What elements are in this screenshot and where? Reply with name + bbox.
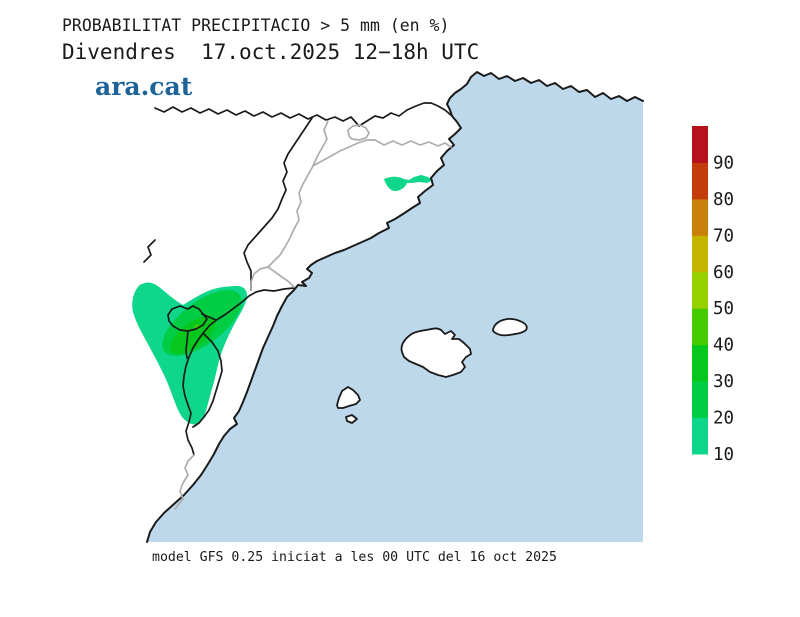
border-gray-north-catalonia — [312, 139, 452, 167]
island-ibiza — [336, 386, 361, 409]
page-subtitle: Divendres 17.oct.2025 12−18h UTC — [62, 40, 480, 64]
colorbar-tick-40: 40 — [713, 336, 734, 356]
colorbar-tick-10: 10 — [713, 445, 734, 465]
border-interior-branch-east — [192, 333, 223, 428]
precip-area-north-spot — [384, 175, 433, 191]
border-edge-stub — [143, 239, 156, 263]
border-gray-west-catalonia — [267, 120, 329, 288]
island-menorca — [492, 318, 528, 337]
colorbar-segment-0 — [692, 417, 708, 455]
border-andorra — [347, 124, 370, 141]
colorbar-segment-2 — [692, 344, 708, 382]
border-interior-enclave — [167, 305, 208, 332]
border-aragon-catalonia — [243, 117, 313, 291]
colorbar-segment-3 — [692, 308, 708, 346]
page-title: PROBABILITAT PRECIPITACIO > 5 mm (en %) — [62, 16, 450, 35]
colorbar-segment-5 — [692, 235, 708, 273]
model-run-caption: model GFS 0.25 iniciat a les 00 UTC del … — [152, 550, 557, 565]
sea-area — [147, 72, 643, 542]
colorbar-tick-20: 20 — [713, 409, 734, 429]
colorbar-tick-70: 70 — [713, 226, 734, 246]
colorbar-legend: 10 20 30 40 50 60 70 80 90 — [692, 126, 734, 465]
colorbar-segment-6 — [692, 198, 708, 236]
border-interior-main — [182, 287, 295, 456]
island-mallorca — [400, 327, 472, 378]
colorbar-segment-4 — [692, 271, 708, 309]
colorbar-tick-30: 30 — [713, 372, 734, 392]
island-formentera — [345, 414, 358, 424]
colorbar-segment-1 — [692, 381, 708, 419]
ara-cat-logo: ara.cat — [95, 72, 193, 101]
border-gray-south-valencia — [174, 454, 195, 510]
precip-area-30pct — [170, 316, 216, 354]
colorbar-tick-90: 90 — [713, 153, 734, 173]
colorbar-segment-7 — [692, 162, 708, 200]
border-pyrenees — [154, 102, 453, 127]
border-gray-southwest-stub — [250, 266, 269, 291]
colorbar-segment-8 — [692, 126, 708, 163]
border-interior-branch-south — [185, 330, 189, 359]
coastline — [146, 71, 644, 543]
colorbar-tick-80: 80 — [713, 190, 734, 210]
colorbar-tick-50: 50 — [713, 299, 734, 319]
colorbar-tick-60: 60 — [713, 263, 734, 283]
